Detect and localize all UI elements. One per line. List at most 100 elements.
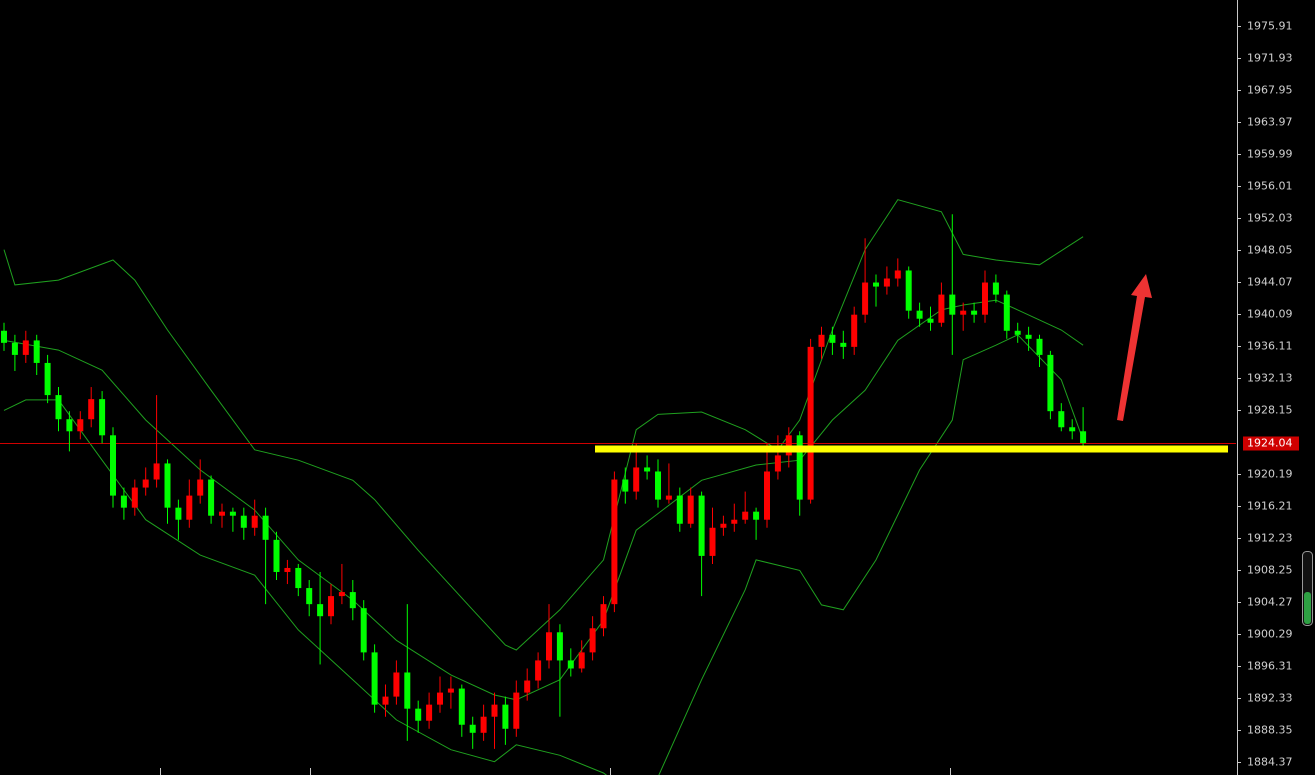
candle-body [360, 608, 367, 653]
candle-body [480, 716, 487, 733]
y-tick-label: 1920.19 [1247, 468, 1293, 481]
candle-body [393, 672, 400, 697]
plot-area [0, 199, 1236, 775]
y-tick-label: 1967.95 [1247, 84, 1293, 97]
candle-body [633, 467, 640, 492]
y-tick-label: 1940.09 [1247, 308, 1293, 321]
candle-body [404, 672, 411, 709]
candle-body [284, 567, 291, 572]
candle-body [88, 399, 95, 420]
candle-body [709, 527, 716, 556]
y-tick-label: 1936.11 [1247, 340, 1293, 353]
candle-body [99, 399, 106, 436]
candle-body [262, 515, 269, 540]
candle-body [131, 487, 138, 508]
price-axis: 1975.91 1971.93 1967.95 1963.97 1959.99 1956.… [1237, 20, 1299, 769]
y-tick-label: 1971.93 [1247, 52, 1293, 65]
arrow-annotation [1117, 274, 1152, 421]
candle-body [175, 507, 182, 520]
candle-body [164, 463, 171, 508]
candle-body [1, 330, 7, 343]
scrollbar[interactable] [1302, 551, 1313, 626]
candle-body [437, 692, 443, 705]
candle-body [829, 334, 836, 343]
candle-body [992, 282, 999, 295]
y-tick-label: 1944.07 [1247, 276, 1293, 289]
candle-body [687, 495, 694, 524]
candle-body [11, 342, 18, 355]
candle-body [153, 463, 160, 480]
candle-body [785, 435, 792, 456]
candle-body [55, 395, 62, 420]
candle-body [611, 479, 618, 605]
y-tick-label: 1884.37 [1247, 756, 1293, 769]
price-label: 1924.04 [1247, 437, 1293, 450]
candle-body [513, 692, 520, 729]
y-tick-label: 1952.03 [1247, 212, 1293, 225]
candle-body [535, 660, 542, 681]
candle-body [469, 724, 476, 733]
y-tick-label: 1948.05 [1247, 244, 1293, 257]
y-tick-label: 1912.23 [1247, 532, 1293, 545]
candle-body [77, 419, 84, 432]
candle-body [720, 523, 727, 528]
band-line [3, 334, 1084, 775]
candle-body [22, 340, 29, 355]
candle-body [273, 539, 280, 572]
y-tick-label: 1892.33 [1247, 692, 1293, 705]
candle-body [644, 467, 651, 472]
candle-body [251, 515, 258, 528]
candle-body [774, 455, 781, 472]
candle-body [862, 282, 869, 315]
candle-body [491, 704, 498, 717]
scrollbar-thumb[interactable] [1304, 592, 1311, 624]
candle-body [665, 495, 672, 500]
candle-body [1080, 431, 1087, 444]
candle-body [1036, 338, 1043, 355]
candle-body [186, 495, 193, 520]
candle-body [938, 294, 945, 323]
candle-body [349, 592, 356, 609]
candle-body [731, 519, 738, 524]
candle-body [295, 567, 302, 589]
candle-body [894, 270, 901, 279]
candle-body [208, 479, 215, 516]
candle-body [382, 696, 389, 705]
candle-body [44, 362, 51, 396]
candle-body [197, 479, 204, 496]
candle-body [1014, 330, 1021, 335]
candle-body [753, 511, 760, 520]
candle-body [120, 495, 127, 508]
candle-body [567, 660, 574, 669]
y-tick-label: 1928.15 [1247, 404, 1293, 417]
candle-body [883, 278, 890, 287]
candle-body [807, 346, 814, 500]
y-tick-label: 1908.25 [1247, 564, 1293, 577]
y-tick-label: 1963.97 [1247, 116, 1293, 129]
candle-body [796, 435, 803, 500]
candle-body [458, 688, 465, 725]
candle-body [927, 318, 934, 323]
candle-body [818, 334, 825, 347]
candle-body [655, 471, 661, 500]
candle-body [240, 515, 247, 528]
candle-body [676, 495, 683, 524]
candle-body [949, 294, 956, 315]
candle-body [600, 604, 607, 629]
candle-body [916, 310, 923, 319]
candle-body [851, 314, 858, 347]
y-tick-label: 1959.99 [1247, 148, 1293, 161]
candle-body [317, 604, 324, 617]
band-line [3, 199, 1084, 651]
y-tick-label: 1975.91 [1247, 20, 1293, 33]
candle-body [524, 680, 531, 693]
candle-body [873, 282, 879, 287]
candle-body [447, 688, 454, 693]
candle-body [338, 592, 345, 597]
candle-body [1025, 334, 1032, 339]
y-tick-label: 1916.21 [1247, 500, 1293, 513]
candle-body [415, 708, 422, 721]
candle-body [960, 310, 967, 315]
candle-body [1003, 294, 1010, 331]
